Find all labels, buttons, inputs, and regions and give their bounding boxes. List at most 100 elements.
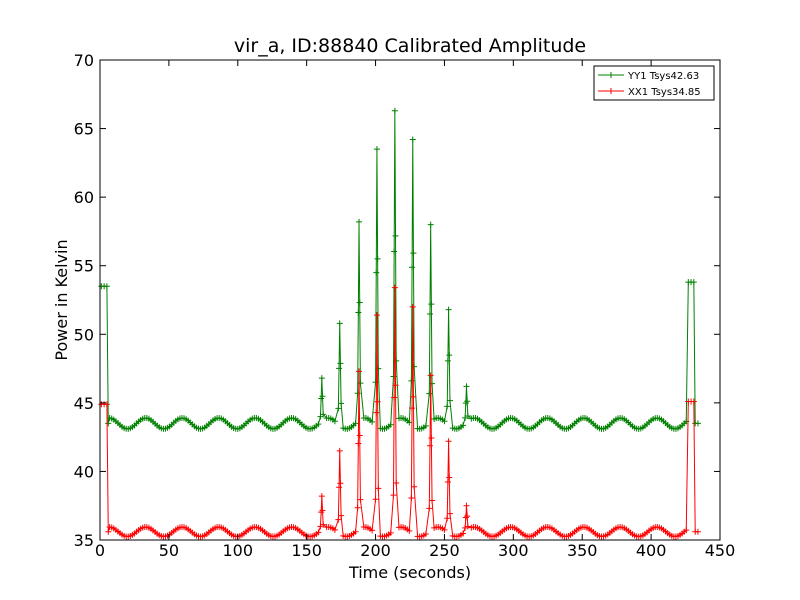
data-point (464, 523, 471, 530)
legend: YY1 Tsys42.63 XX1 Tsys34.85 (593, 65, 715, 101)
data-point (338, 512, 345, 519)
data-point (103, 401, 110, 408)
series-0 (98, 107, 701, 432)
data-point (354, 504, 361, 511)
data-point (336, 447, 343, 454)
data-point (319, 393, 326, 400)
series-line (101, 287, 698, 538)
data-point (336, 484, 343, 491)
data-point (320, 521, 327, 528)
data-point (444, 357, 451, 364)
data-point (409, 303, 416, 310)
data-point (409, 264, 416, 271)
legend-marker (608, 88, 614, 94)
data-point (406, 419, 413, 426)
data-point (387, 529, 394, 536)
data-point (331, 418, 338, 425)
data-point (694, 420, 701, 427)
data-point (464, 413, 471, 420)
data-point (391, 107, 398, 114)
data-point (336, 365, 343, 372)
data-point (315, 529, 322, 536)
data-point (315, 421, 322, 428)
data-point (335, 516, 342, 523)
data-point (426, 505, 433, 512)
data-point (446, 510, 453, 517)
data-point (391, 284, 398, 291)
data-point (338, 400, 345, 407)
data-point (460, 422, 467, 429)
data-point (445, 306, 452, 313)
data-point (428, 434, 435, 441)
y-tick-label: 35 (74, 531, 94, 550)
data-point (373, 409, 380, 416)
x-tick-label: 100 (223, 541, 254, 560)
data-point (336, 320, 343, 327)
data-point (391, 248, 398, 255)
data-point (320, 411, 327, 418)
data-point (690, 279, 697, 286)
y-tick-label: 45 (74, 394, 94, 413)
ticks-layer: 0 50 100 150 200 250 300 350 400 450 35 40 45 50 55 60 6… (74, 51, 736, 560)
data-point (369, 527, 376, 534)
legend-label: XX1 Tsys34.85 (628, 87, 701, 98)
data-point (373, 312, 380, 319)
data-point (331, 526, 338, 533)
data-point (356, 218, 363, 225)
data-point (410, 250, 417, 257)
data-point (426, 311, 433, 318)
data-point (408, 495, 415, 502)
x-tick-label: 250 (429, 541, 460, 560)
data-point (446, 397, 453, 404)
y-tick-label: 40 (74, 462, 94, 481)
data-point (374, 398, 381, 405)
x-axis-title: Time (seconds) (348, 563, 471, 582)
legend-label: YY1 Tsys42.63 (627, 71, 699, 82)
x-tick-label: 450 (705, 541, 736, 560)
data-point (409, 405, 416, 412)
data-point (369, 418, 376, 425)
x-tick-label: 350 (567, 541, 598, 560)
data-point (105, 528, 112, 535)
data-point (462, 514, 469, 521)
data-point (318, 375, 325, 382)
x-tick-label: 50 (159, 541, 179, 560)
data-point (337, 360, 344, 367)
x-tick-label: 200 (360, 541, 391, 560)
y-axis-title: Power in Kelvin (52, 239, 71, 360)
data-point (446, 474, 453, 481)
data-point (429, 497, 436, 504)
data-point (429, 380, 436, 387)
data-point (444, 515, 451, 522)
data-point (683, 527, 690, 534)
data-point (356, 299, 363, 306)
x-tick-label: 300 (498, 541, 529, 560)
series-1 (98, 284, 701, 540)
data-point (441, 526, 448, 533)
data-point (357, 496, 364, 503)
data-point (393, 479, 400, 486)
data-point (103, 283, 110, 290)
y-tick-label: 60 (74, 188, 94, 207)
data-point (446, 352, 453, 359)
y-tick-label: 65 (74, 120, 94, 139)
data-point (441, 418, 448, 425)
data-point (422, 530, 429, 537)
data-point (356, 368, 363, 375)
series-line (101, 110, 698, 430)
data-point (444, 478, 451, 485)
data-point (355, 440, 362, 447)
data-point (463, 383, 470, 390)
data-point (375, 485, 382, 492)
y-tick-label: 55 (74, 257, 94, 276)
data-point (411, 483, 418, 490)
data-point (352, 528, 359, 535)
data-point (464, 398, 471, 405)
data-point (390, 492, 397, 499)
x-tick-label: 150 (291, 541, 322, 560)
data-point (372, 496, 379, 503)
data-point (463, 502, 470, 509)
data-point (444, 403, 451, 410)
data-point (409, 136, 416, 143)
